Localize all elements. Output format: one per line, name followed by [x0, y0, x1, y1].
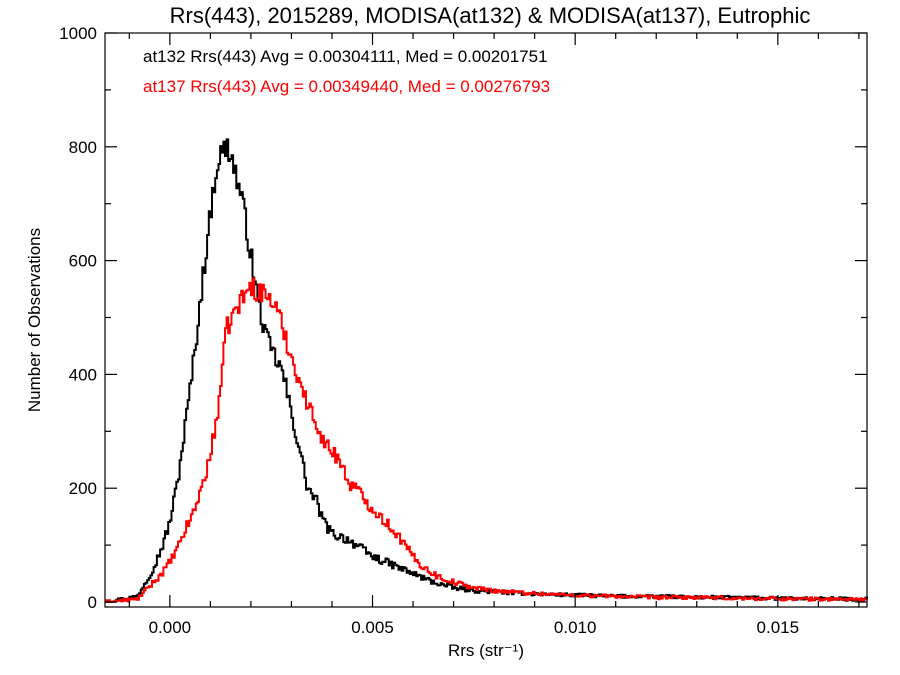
- y-tick-label: 600: [69, 252, 97, 271]
- ticks-layer: 0.000 0.005 0.010 0.015 0 200 400 600 800 1000: [59, 24, 867, 637]
- x-tick-label: 0.010: [554, 618, 597, 637]
- y-tick-label: 800: [69, 138, 97, 157]
- y-tick-label: 1000: [59, 24, 97, 43]
- plot-frame: [104, 32, 868, 608]
- series-line-at137: [105, 277, 868, 603]
- chart-title: Rrs(443), 2015289, MODISA(at132) & MODIS…: [170, 3, 811, 28]
- y-tick-label: 200: [69, 479, 97, 498]
- annotation-at137: at137 Rrs(443) Avg = 0.00349440, Med = 0…: [143, 77, 550, 96]
- x-tick-label: 0.015: [757, 618, 800, 637]
- y-tick-label: 400: [69, 365, 97, 384]
- series-layer: [105, 138, 868, 603]
- x-tick-label: 0.000: [149, 618, 192, 637]
- x-axis-label: Rrs (str⁻¹): [448, 641, 524, 660]
- y-axis-label: Number of Observations: [25, 228, 44, 412]
- x-tick-label: 0.005: [351, 618, 394, 637]
- y-tick-label: 0: [88, 593, 97, 612]
- annotation-group: at132 Rrs(443) Avg = 0.00304111, Med = 0…: [143, 47, 550, 96]
- annotation-at132: at132 Rrs(443) Avg = 0.00304111, Med = 0…: [143, 47, 548, 66]
